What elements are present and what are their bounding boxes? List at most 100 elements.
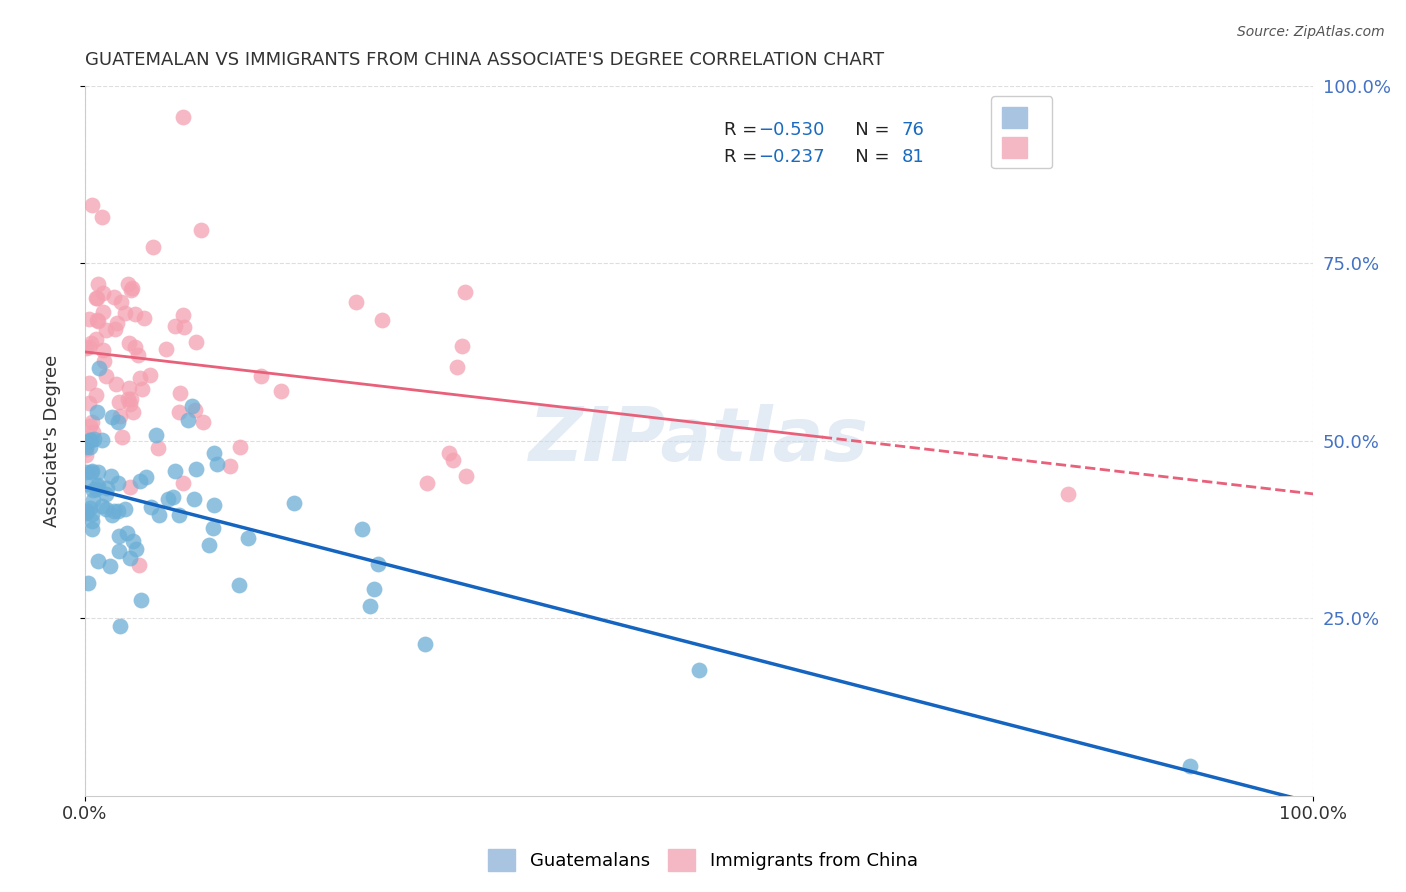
Point [219,458,242,473]
Point [93,354,115,368]
Point [104,376,127,391]
Point [193,415,215,429]
Point [359,599,381,613]
Point [198,538,221,552]
Point [75,442,97,456]
Point [202,521,225,535]
Point [86,405,108,419]
Point [413,637,436,651]
Point [128,474,150,488]
Point [228,577,250,591]
Point [84,332,107,346]
Point [105,316,128,330]
Point [155,343,177,357]
Point [122,534,145,549]
Point [344,295,367,310]
Point [100,469,122,483]
Point [173,319,195,334]
Point [77,433,100,447]
Point [87,554,110,568]
Point [127,348,149,362]
Point [129,371,152,385]
Point [79,441,101,455]
Point [77,396,100,410]
Point [131,593,153,607]
Point [76,504,98,518]
Point [441,453,464,467]
Text: 76: 76 [901,120,925,138]
Point [82,483,104,498]
Point [117,277,139,292]
Point [124,307,146,321]
Point [183,491,205,506]
Point [250,369,273,384]
Point [75,466,97,480]
Text: 81: 81 [901,147,925,166]
Legend: Guatemalans, Immigrants from China: Guatemalans, Immigrants from China [481,842,925,879]
Point [101,410,124,425]
Point [139,368,162,382]
Point [162,490,184,504]
Point [114,305,136,319]
Point [363,582,385,597]
Point [91,433,114,447]
Point [82,425,104,440]
Point [205,457,228,471]
Point [145,428,167,442]
Point [108,394,131,409]
Point [148,508,170,522]
Point [121,280,143,294]
Point [124,542,146,557]
Point [108,409,131,423]
Point [90,499,112,513]
Point [163,319,186,334]
Point [202,445,225,459]
Point [110,294,132,309]
Point [167,405,190,419]
Point [82,514,104,528]
Point [94,487,117,501]
Point [90,210,112,224]
Point [77,312,100,326]
Point [86,277,108,292]
Point [76,434,98,449]
Point [86,291,108,305]
Y-axis label: Associate's Degree: Associate's Degree [44,354,60,527]
Point [124,340,146,354]
Point [446,359,468,374]
Point [91,343,114,358]
Point [82,198,104,212]
Point [115,525,138,540]
Point [437,446,460,460]
Point [190,222,212,236]
Point [172,110,194,124]
Point [77,340,100,354]
Point [108,529,131,543]
Point [79,500,101,515]
Point [167,508,190,522]
Text: R =: R = [724,147,762,166]
Point [118,381,141,395]
Point [118,336,141,351]
Point [456,468,478,483]
Point [128,558,150,573]
Point [86,313,108,327]
Point [86,479,108,493]
Text: GUATEMALAN VS IMMIGRANTS FROM CHINA ASSOCIATE'S DEGREE CORRELATION CHART: GUATEMALAN VS IMMIGRANTS FROM CHINA ASSO… [84,51,884,69]
Point [101,508,124,522]
Text: −0.530: −0.530 [758,120,824,138]
Point [87,465,110,479]
Legend: , : , [991,96,1053,169]
Point [91,305,114,319]
Point [94,501,117,516]
Point [238,532,260,546]
Point [87,478,110,492]
Text: ZIPatlas: ZIPatlas [529,404,869,477]
Point [107,504,129,518]
Point [118,479,141,493]
Point [283,496,305,510]
Point [94,323,117,337]
Point [75,440,97,454]
Point [139,500,162,515]
Point [1056,486,1078,500]
